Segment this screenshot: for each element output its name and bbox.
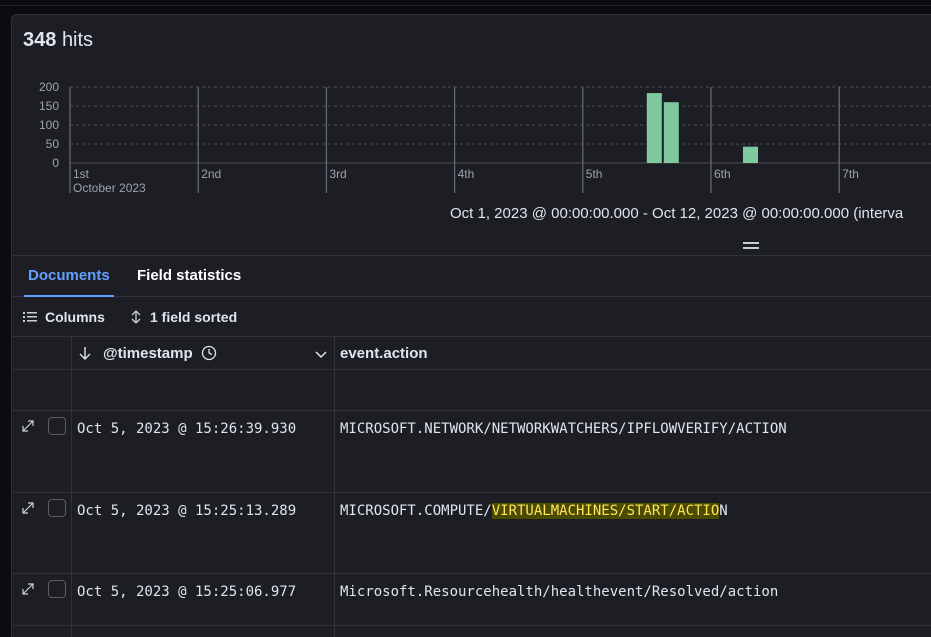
- columns-button[interactable]: Columns: [23, 297, 105, 337]
- expand-icon[interactable]: [21, 582, 35, 596]
- x-tick-label: 6th: [714, 167, 731, 181]
- table-header-row: [12, 337, 931, 370]
- view-tabs: Documents Field statistics: [12, 255, 931, 297]
- row-checkbox[interactable]: [48, 580, 66, 598]
- histogram-chart[interactable]: 200 150 100 50 0 1st 2nd 3rd 4th 5th 6th 7th October…: [12, 75, 931, 200]
- x-tick-label: 2nd: [201, 167, 221, 181]
- histogram-bar: [646, 93, 662, 163]
- table-filter-row: [12, 370, 931, 411]
- resize-handle-icon[interactable]: [743, 242, 759, 250]
- columns-label: Columns: [45, 309, 105, 325]
- sort-desc-icon[interactable]: [78, 345, 92, 366]
- column-header-timestamp[interactable]: @timestamp: [103, 345, 193, 362]
- column-divider: [334, 337, 335, 637]
- timestamp-cell: Oct 5, 2023 @ 15:25:13.289: [77, 503, 297, 519]
- sort-icon: [131, 310, 141, 324]
- list-icon: [23, 312, 37, 322]
- clock-icon: [201, 345, 217, 366]
- y-tick-label: 100: [39, 118, 59, 132]
- expand-icon[interactable]: [21, 419, 35, 433]
- histogram-svg[interactable]: 200 150 100 50 0 1st 2nd 3rd 4th 5th 6th 7th October…: [12, 75, 931, 200]
- y-tick-label: 200: [39, 80, 59, 94]
- table-row[interactable]: [12, 493, 931, 574]
- x-tick-label: 3rd: [329, 167, 346, 181]
- top-bar: [0, 0, 931, 6]
- time-range-text: Oct 1, 2023 @ 00:00:00.000 - Oct 12, 202…: [450, 205, 904, 222]
- x-tick-label: 7th: [842, 167, 859, 181]
- y-tick-label: 0: [52, 156, 59, 170]
- sort-label: 1 field sorted: [150, 309, 238, 325]
- sort-button[interactable]: 1 field sorted: [130, 297, 237, 337]
- discover-panel: 348 hits 200 150 100 50 0 1st 2nd 3rd 4th 5th 6th 7…: [11, 14, 931, 637]
- expand-icon[interactable]: [21, 501, 35, 515]
- tab-documents[interactable]: Documents: [24, 256, 114, 297]
- histogram-bar: [663, 102, 679, 163]
- y-tick-label: 50: [46, 137, 60, 151]
- hits-count: 348 hits: [23, 29, 94, 51]
- grid-toolbar: Columns 1 field sorted: [12, 297, 931, 337]
- row-checkbox[interactable]: [48, 417, 66, 435]
- x-subtitle: October 2023: [73, 181, 146, 195]
- timestamp-cell: Oct 5, 2023 @ 15:25:06.977: [77, 584, 297, 600]
- x-tick-label: 1st: [73, 167, 90, 181]
- x-tick-label: 5th: [586, 167, 603, 181]
- event-action-cell: MICROSOFT.NETWORK/NETWORKWATCHERS/IPFLOW…: [340, 421, 787, 437]
- row-checkbox[interactable]: [48, 499, 66, 517]
- y-tick-label: 150: [39, 99, 59, 113]
- column-header-event-action[interactable]: event.action: [340, 345, 428, 362]
- table-row[interactable]: [12, 574, 931, 626]
- chevron-down-icon[interactable]: [314, 347, 328, 365]
- tab-field-statistics[interactable]: Field statistics: [137, 267, 242, 284]
- table-row[interactable]: [12, 411, 931, 493]
- column-divider: [71, 337, 72, 637]
- timestamp-cell: Oct 5, 2023 @ 15:26:39.930: [77, 421, 297, 437]
- event-action-cell: MICROSOFT.COMPUTE/VIRTUALMACHINES/START/…: [340, 503, 728, 519]
- event-action-cell: Microsoft.Resourcehealth/healthevent/Res…: [340, 584, 779, 600]
- histogram-bar: [743, 146, 758, 163]
- search-highlight: VIRTUALMACHINES/START/ACTIO: [491, 503, 720, 519]
- x-tick-label: 4th: [458, 167, 475, 181]
